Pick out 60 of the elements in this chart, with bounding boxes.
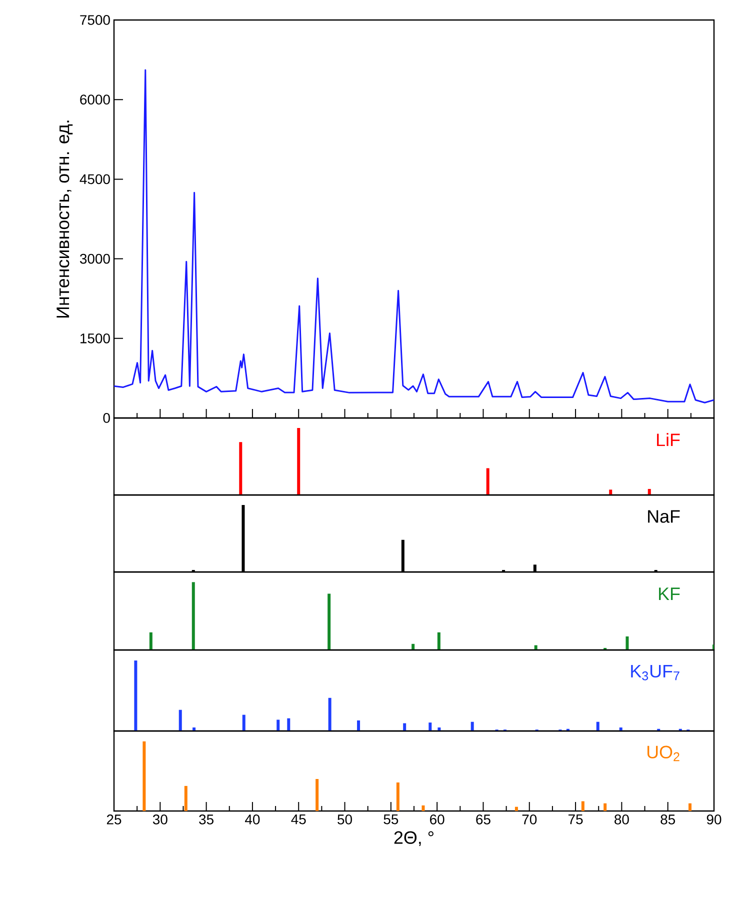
bar	[297, 428, 300, 495]
x-tick-label: 75	[568, 814, 583, 824]
y-tick-label: 1500	[80, 333, 110, 344]
bar	[688, 803, 692, 811]
bar	[287, 718, 290, 731]
x-tick-label: 45	[291, 814, 306, 824]
y-tick-label: 6000	[80, 94, 110, 105]
x-tick-label: 55	[384, 814, 398, 824]
bar	[149, 632, 152, 650]
y-axis-title: Интенсивность, отн. ед.	[56, 120, 73, 318]
bar	[403, 723, 406, 731]
bar	[328, 698, 332, 731]
x-axis-title: 2Θ, °	[394, 831, 434, 846]
text: KF	[659, 588, 680, 600]
bar	[648, 488, 651, 495]
x-tick-label: 40	[245, 814, 260, 824]
x-tick-label: 65	[476, 814, 490, 824]
bar	[239, 442, 242, 495]
bar	[316, 778, 319, 811]
bar	[184, 786, 188, 811]
bar	[357, 720, 360, 731]
bar	[514, 806, 518, 811]
bar	[581, 801, 584, 811]
bar	[422, 805, 425, 811]
bar	[142, 741, 146, 811]
bar	[486, 468, 490, 495]
x-tick-label: 30	[152, 814, 168, 824]
x-tick-label: 70	[522, 814, 537, 824]
bar	[178, 710, 182, 731]
y-tick-label: 3000	[80, 254, 110, 264]
bar	[396, 782, 400, 811]
text: UO$_{2}$	[647, 746, 680, 762]
bar	[604, 803, 607, 811]
bar	[437, 632, 440, 650]
x-tick-label: 50	[338, 814, 352, 824]
bar	[470, 722, 474, 731]
x-tick-label: 90	[706, 814, 722, 824]
bar	[134, 660, 138, 731]
x-tick-label: 60	[430, 814, 444, 824]
x-tick-label: 25	[106, 814, 122, 824]
bar	[328, 594, 331, 650]
line-series	[114, 69, 714, 404]
x-tick-label: 35	[199, 814, 214, 824]
y-tick-label: 4500	[80, 174, 110, 184]
bar	[609, 490, 612, 495]
x-tick-label: 85	[660, 814, 676, 824]
bar	[626, 636, 629, 650]
y-tick-label: 7500	[80, 15, 110, 25]
y-tick-label: 0	[103, 413, 110, 423]
bar	[596, 722, 600, 731]
x-tick-label: 80	[614, 814, 629, 824]
bar	[412, 644, 415, 650]
text: K$_{3}$UF$_{7}$	[631, 665, 680, 680]
bar	[534, 645, 538, 650]
bar	[428, 722, 432, 731]
text: LiF	[657, 433, 680, 446]
bar	[242, 714, 246, 731]
text: NaF	[648, 510, 680, 523]
bar	[276, 720, 280, 731]
bar	[192, 582, 195, 650]
